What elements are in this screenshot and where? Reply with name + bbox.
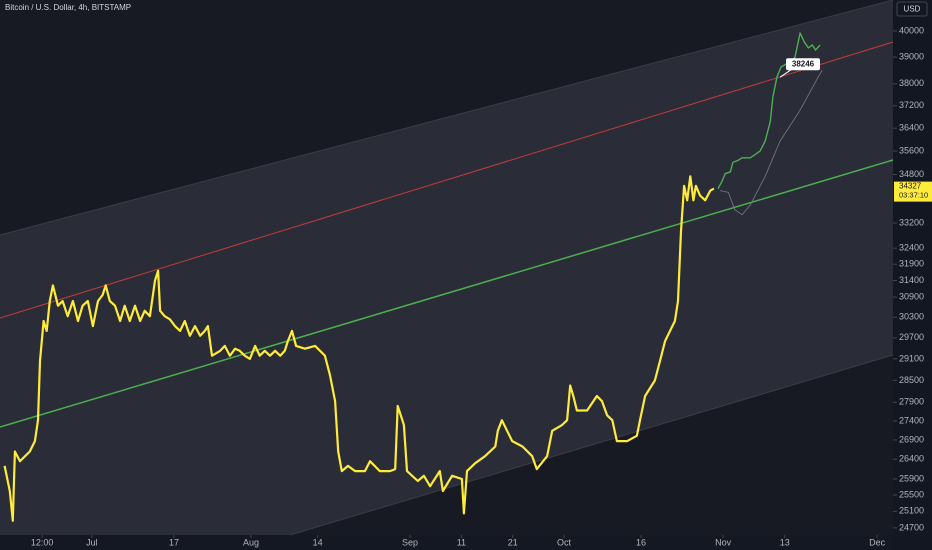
y-tick-label: 31400 <box>899 275 924 285</box>
channel-median <box>0 41 894 319</box>
currency: USD <box>904 5 921 14</box>
y-tick-label: 27900 <box>899 397 924 407</box>
y-tick-label: 29700 <box>899 332 924 342</box>
y-tick-label: 24700 <box>899 522 924 532</box>
y-tick-label: 34800 <box>899 169 924 179</box>
y-tick-label: 32400 <box>899 243 924 253</box>
price-axis <box>893 0 932 550</box>
price-line <box>717 32 821 190</box>
x-tick-label: 21 <box>508 537 518 547</box>
x-tick-label: 11 <box>457 537 466 547</box>
trend-line <box>0 159 894 428</box>
price-label: 34327 <box>899 182 922 191</box>
currency-box[interactable] <box>896 1 928 17</box>
channel-fill <box>0 0 893 535</box>
price-countdown: 03:37:10 <box>899 191 928 200</box>
x-tick-label: 13 <box>780 537 790 547</box>
callout-pointer <box>779 68 793 78</box>
channel-upper <box>0 0 894 236</box>
price-line <box>719 69 823 216</box>
x-tick-label: 16 <box>636 537 646 547</box>
x-tick-label: Sep <box>402 537 418 547</box>
channel-lower <box>289 354 894 536</box>
y-tick-label: 28500 <box>899 375 924 385</box>
y-tick-label: 35600 <box>899 145 924 155</box>
y-tick-label: 27400 <box>899 415 924 425</box>
x-tick-label: 17 <box>169 537 179 547</box>
callout-label: 38246 <box>792 59 815 68</box>
y-tick-label: 30300 <box>899 312 924 322</box>
y-tick-label: 39000 <box>899 51 924 61</box>
price-line <box>3 175 715 522</box>
y-tick-label: 37200 <box>899 100 924 110</box>
x-tick-label: Aug <box>243 537 259 547</box>
chart-title: Bitcoin / U.S. Dollar, 4h, BITSTAMP <box>5 3 131 12</box>
y-tick-label: 30900 <box>899 291 924 301</box>
y-tick-label: 26400 <box>899 454 924 464</box>
x-tick-label: Jul <box>86 537 98 547</box>
y-tick-label: 25500 <box>899 489 924 499</box>
y-tick-label: 25900 <box>899 473 924 483</box>
callout-box <box>786 58 820 71</box>
y-tick-label: 31900 <box>899 259 924 269</box>
y-tick-label: 36400 <box>899 123 924 133</box>
y-tick-label: 29100 <box>899 353 924 363</box>
time-axis <box>0 535 893 550</box>
y-tick-label: 26900 <box>899 434 924 444</box>
x-tick-label: 14 <box>313 537 323 547</box>
y-tick-label: 40000 <box>899 25 924 35</box>
y-tick-label: 38000 <box>899 78 924 88</box>
x-tick-label: Nov <box>715 537 732 547</box>
price-label-box <box>894 181 932 202</box>
x-tick-label: 12:00 <box>31 537 54 547</box>
y-tick-label: 25100 <box>899 506 924 516</box>
x-tick-label: Dec <box>869 537 886 547</box>
x-tick-label: Oct <box>557 537 572 547</box>
y-tick-label: 33200 <box>899 217 924 227</box>
